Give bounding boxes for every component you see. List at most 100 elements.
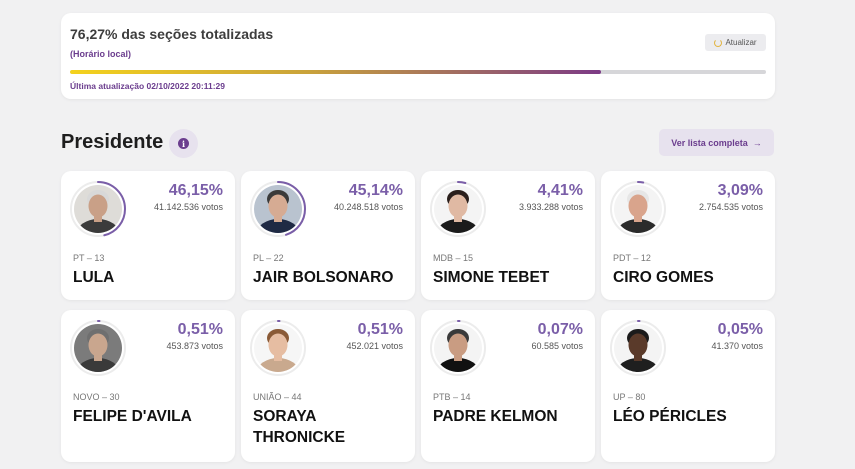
- candidate-photo: [434, 185, 482, 233]
- candidate-votes: 453.873 votos: [166, 341, 223, 351]
- refresh-icon: [714, 38, 723, 47]
- photo-neck: [454, 214, 462, 222]
- vote-share-ring-arc: [250, 320, 306, 376]
- vote-share-ring-arc: [430, 320, 486, 376]
- candidate-card[interactable]: 3,09% 2.754.535 votos PDT – 12 CIRO GOMES: [601, 171, 775, 300]
- candidate-avatar-ring: [249, 319, 307, 377]
- candidate-party-number: NOVO – 30: [73, 392, 120, 402]
- candidate-avatar-ring: [429, 180, 487, 238]
- candidate-percent: 0,51%: [177, 321, 223, 338]
- photo-neck: [634, 353, 642, 361]
- candidate-party-number: MDB – 15: [433, 253, 474, 263]
- candidate-percent: 0,51%: [357, 321, 403, 338]
- candidate-photo: [614, 324, 662, 372]
- candidate-votes: 2.754.535 votos: [698, 202, 763, 212]
- full-list-label: Ver lista completa: [671, 137, 748, 148]
- candidate-votes: 452.021 votos: [346, 341, 403, 351]
- candidate-votes: 3.933.288 votos: [518, 202, 583, 212]
- totalization-progress-bar: [70, 70, 766, 74]
- photo-shoulders: [436, 358, 480, 372]
- photo-shoulders: [256, 219, 300, 233]
- candidate-name: LULA: [73, 269, 115, 286]
- photo-shoulders: [616, 219, 660, 233]
- photo-face: [268, 333, 288, 357]
- photo-neck: [454, 353, 462, 361]
- candidate-party-number: UNIÃO – 44: [253, 392, 302, 402]
- photo-face: [268, 194, 288, 218]
- photo-face: [88, 333, 108, 357]
- candidate-photo: [434, 324, 482, 372]
- candidate-votes: 41.370 votos: [711, 341, 763, 351]
- photo-face: [448, 333, 468, 357]
- candidate-card[interactable]: 46,15% 41.142.536 votos PT – 13 LULA: [61, 171, 235, 300]
- vote-share-ring-arc: [70, 320, 126, 376]
- arrow-right-icon: →: [752, 137, 762, 148]
- photo-shoulders: [616, 358, 660, 372]
- candidate-photo: [74, 324, 122, 372]
- totalization-status-card: 76,27% das seções totalizadas (Horário l…: [61, 13, 775, 99]
- candidate-avatar-ring: [609, 180, 667, 238]
- candidate-votes: 41.142.536 votos: [153, 202, 223, 212]
- candidate-party-number: UP – 80: [613, 392, 646, 402]
- candidate-photo: [254, 324, 302, 372]
- candidate-photo: [254, 185, 302, 233]
- photo-face: [448, 194, 468, 218]
- section-title: Presidente: [61, 131, 164, 153]
- candidate-card[interactable]: 0,51% 452.021 votos UNIÃO – 44 SORAYA THRON…: [241, 310, 415, 462]
- photo-neck: [634, 214, 642, 222]
- candidate-percent: 4,41%: [537, 182, 583, 199]
- vote-share-ring-arc: [250, 181, 306, 237]
- candidate-card[interactable]: 0,05% 41.370 votos UP – 80 LÉO PÉRICLES: [601, 310, 775, 462]
- vote-share-ring-arc: [610, 320, 666, 376]
- candidate-photo: [614, 185, 662, 233]
- photo-shoulders: [76, 358, 120, 372]
- candidate-name: SORAYA THRONICKE: [253, 408, 346, 446]
- vote-share-ring-arc: [430, 181, 486, 237]
- candidate-avatar-ring: [429, 319, 487, 377]
- candidate-percent: 0,07%: [537, 321, 583, 338]
- candidate-card[interactable]: 45,14% 40.248.518 votos PL – 22 JAIR BOLSON…: [241, 171, 415, 300]
- candidate-name: FELIPE D'AVILA: [73, 408, 192, 425]
- photo-neck: [94, 214, 102, 222]
- candidate-percent: 46,15%: [168, 182, 223, 199]
- info-button[interactable]: i: [169, 129, 198, 158]
- vote-share-ring-arc: [70, 181, 126, 237]
- info-icon: i: [178, 138, 189, 149]
- candidate-avatar-ring: [69, 180, 127, 238]
- last-update-timestamp: Última atualização 02/10/2022 20:11:29: [70, 81, 225, 91]
- photo-face: [88, 194, 108, 218]
- candidate-votes: 60.585 votos: [531, 341, 583, 351]
- photo-neck: [274, 353, 282, 361]
- candidate-percent: 3,09%: [717, 182, 763, 199]
- candidate-name: PADRE KELMON: [433, 408, 558, 425]
- candidate-name: SIMONE TEBET: [433, 269, 550, 286]
- local-time-note: (Horário local): [70, 49, 132, 59]
- refresh-button-label: Atualizar: [725, 38, 757, 47]
- candidate-card[interactable]: 0,07% 60.585 votos PTB – 14 PADRE KELMON: [421, 310, 595, 462]
- vote-share-ring-arc: [610, 181, 666, 237]
- candidate-votes: 40.248.518 votos: [333, 202, 403, 212]
- candidate-avatar-ring: [69, 319, 127, 377]
- candidate-percent: 0,05%: [717, 321, 763, 338]
- candidate-party-number: PL – 22: [253, 253, 284, 263]
- candidate-party-number: PDT – 12: [613, 253, 651, 263]
- candidate-avatar-ring: [609, 319, 667, 377]
- candidate-photo: [74, 185, 122, 233]
- totalization-progress-fill: [70, 70, 601, 74]
- candidate-card[interactable]: 4,41% 3.933.288 votos MDB – 15 SIMONE TEBET: [421, 171, 595, 300]
- candidate-name: LÉO PÉRICLES: [613, 408, 727, 425]
- candidate-percent: 45,14%: [348, 182, 403, 199]
- photo-neck: [274, 214, 282, 222]
- full-list-button[interactable]: Ver lista completa →: [659, 129, 774, 156]
- photo-shoulders: [76, 219, 120, 233]
- refresh-button[interactable]: Atualizar: [705, 34, 766, 51]
- candidate-party-number: PTB – 14: [433, 392, 471, 402]
- photo-neck: [94, 353, 102, 361]
- photo-shoulders: [256, 358, 300, 372]
- totalization-title: 76,27% das seções totalizadas: [70, 26, 274, 42]
- photo-shoulders: [436, 219, 480, 233]
- photo-face: [628, 333, 648, 357]
- candidate-name: JAIR BOLSONARO: [253, 269, 394, 286]
- candidate-card[interactable]: 0,51% 453.873 votos NOVO – 30 FELIPE D'AVIL…: [61, 310, 235, 462]
- candidate-name: CIRO GOMES: [613, 269, 714, 286]
